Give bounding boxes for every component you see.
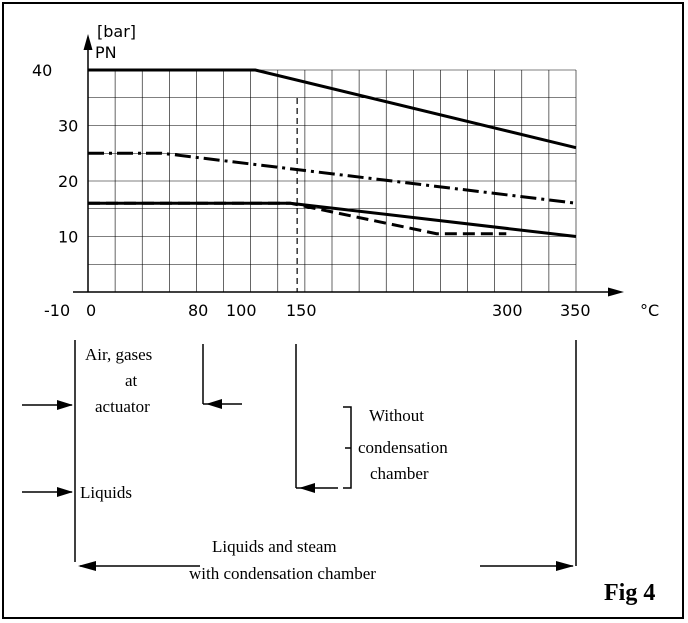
arrow-left-icon — [78, 561, 96, 571]
chart-grid — [88, 69, 577, 292]
x-tick-label: 350 — [560, 301, 591, 320]
x-tick-label: -10 — [44, 301, 70, 320]
arrow-right-icon — [57, 487, 73, 497]
x-tick-label: 80 — [188, 301, 208, 320]
annotation-with-line2: with condensation chamber — [189, 564, 376, 583]
y-axis-arrow-icon — [83, 34, 93, 50]
range-annotations — [22, 340, 577, 567]
x-axis-arrow-icon — [608, 287, 624, 297]
arrow-right-icon — [556, 561, 574, 571]
annotation-air-line1: Air, gases — [85, 345, 152, 364]
x-tick-label: 300 — [492, 301, 523, 320]
y-tick-label: 40 — [32, 61, 52, 80]
x-axis-label: °C — [640, 301, 659, 320]
x-tick-label: 150 — [286, 301, 317, 320]
series-line-2 — [88, 151, 577, 205]
arrow-icons — [57, 399, 574, 571]
annotation-air-line3: actuator — [95, 397, 150, 416]
annotation-without-line3: chamber — [370, 464, 429, 483]
x-tick-label: 100 — [226, 301, 257, 320]
y-tick-label: 30 — [58, 117, 78, 136]
arrow-left-icon — [206, 399, 222, 409]
x-tick-label: 0 — [86, 301, 96, 320]
y-axis-label: PN — [95, 43, 117, 62]
chart-series — [88, 68, 577, 292]
y-tick-label: 10 — [58, 228, 78, 247]
figure-label: Fig 4 — [604, 580, 655, 606]
chart-axes — [73, 34, 624, 297]
y-axis-unit: [bar] — [97, 22, 136, 41]
tick-labels: 40 30 20 10 -10 0 80 100 150 300 350 — [32, 61, 591, 320]
y-tick-label: 20 — [58, 172, 78, 191]
series-line-1 — [88, 68, 577, 150]
annotation-without-line1: Without — [369, 406, 424, 425]
annotation-with-line1: Liquids and steam — [212, 537, 337, 556]
annotation-air-line2: at — [125, 371, 138, 390]
annotation-without-line2: condensation — [358, 438, 448, 457]
series-line-4 — [88, 201, 507, 236]
arrow-right-icon — [57, 400, 73, 410]
arrow-left-icon — [299, 483, 315, 493]
annotation-liquids: Liquids — [80, 483, 132, 502]
